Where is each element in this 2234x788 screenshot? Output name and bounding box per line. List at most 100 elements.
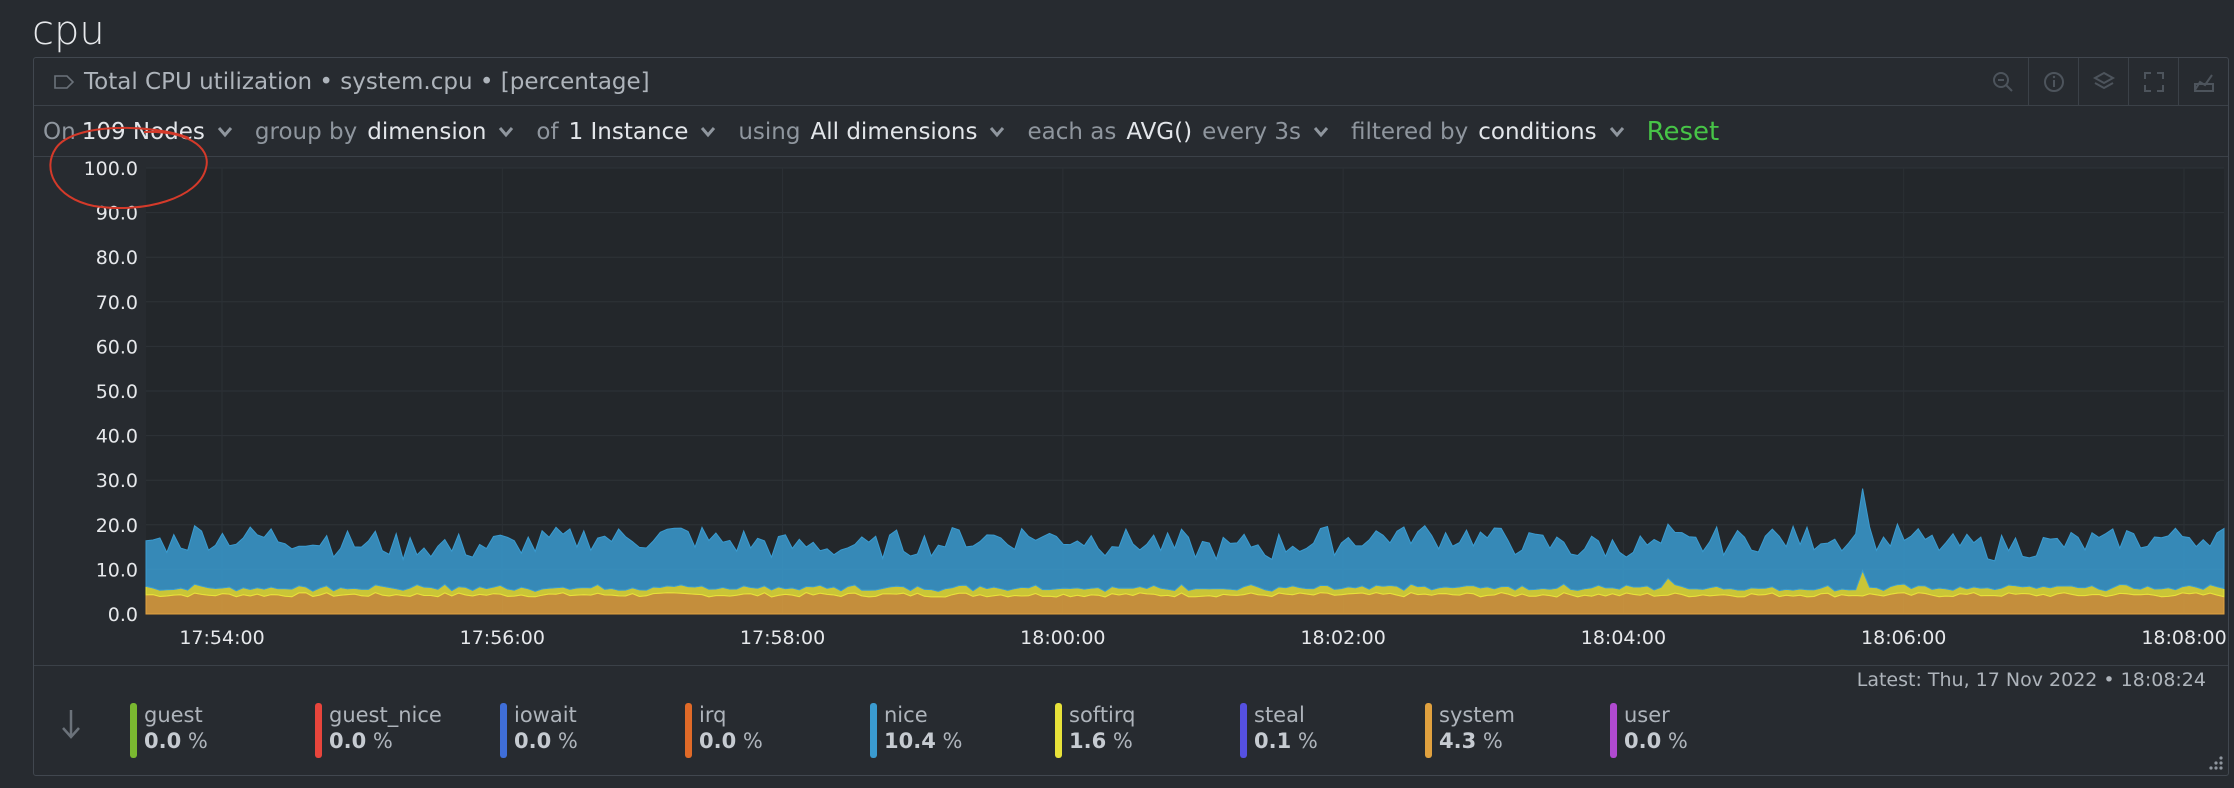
legend-unit: % <box>935 729 963 753</box>
area-series <box>145 488 2225 615</box>
chevron-down-icon <box>990 126 1005 137</box>
legend-item-guest[interactable]: guest 0.0 % <box>130 703 208 758</box>
each-as-label: each as <box>1027 118 1117 145</box>
section-title: cpu <box>32 8 105 54</box>
latest-timestamp: Latest: Thu, 17 Nov 2022 • 18:08:24 <box>1857 669 2206 691</box>
legend-name: guest_nice <box>329 703 442 727</box>
legend-name: system <box>1439 703 1515 727</box>
aggregation-selector[interactable]: each as AVG() every 3s <box>1027 119 1329 145</box>
legend-value: 0.0 <box>514 729 552 753</box>
filter-value: conditions <box>1478 118 1597 145</box>
resize-handle-icon[interactable] <box>2206 753 2224 771</box>
chevron-down-icon <box>1313 126 1329 137</box>
x-tick-label: 17:58:00 <box>740 627 825 649</box>
arrow-down-icon[interactable] <box>56 704 86 744</box>
legend-value-row: 0.1 % <box>1254 727 1318 755</box>
chart-label-icon <box>54 74 75 89</box>
legend-unit: % <box>1291 729 1318 753</box>
area-series-nice <box>145 488 2225 592</box>
chart-type-button[interactable] <box>2178 58 2228 106</box>
chart-tools <box>1978 58 2228 106</box>
legend-name: guest <box>144 703 203 727</box>
reset-button[interactable]: Reset <box>1646 116 1720 147</box>
legend-unit: % <box>551 729 578 753</box>
x-tick-label: 18:00:00 <box>1020 627 1105 649</box>
x-tick-label: 17:56:00 <box>460 627 545 649</box>
chevron-down-icon <box>217 126 233 137</box>
dimensions-selector[interactable]: using All dimensions <box>738 119 1005 145</box>
group-by-selector[interactable]: group by dimension <box>255 119 514 145</box>
x-tick-label: 18:04:00 <box>1581 627 1666 649</box>
y-tick-label: 60.0 <box>96 336 138 358</box>
y-tick-label: 10.0 <box>96 559 138 581</box>
info-icon <box>2043 72 2064 92</box>
legend-unit: % <box>1661 729 1688 753</box>
x-tick-label: 17:54:00 <box>179 627 264 649</box>
y-tick-label: 70.0 <box>96 292 138 314</box>
dimensions-value: All dimensions <box>810 118 978 145</box>
filter-selector[interactable]: filtered by conditions <box>1351 119 1625 145</box>
instance-value: 1 Instance <box>568 118 689 145</box>
aggregation-value: AVG() <box>1126 118 1193 145</box>
legend-item-irq[interactable]: irq 0.0 % <box>685 703 763 758</box>
chevron-down-icon <box>499 126 514 137</box>
legend-color-bar <box>1055 703 1062 758</box>
legend-color-bar <box>315 703 322 758</box>
chart-header: Total CPU utilization • system.cpu • [pe… <box>34 58 2228 106</box>
legend-unit: % <box>1106 729 1133 753</box>
zoom-button[interactable] <box>1978 58 2028 106</box>
instance-selector[interactable]: of 1 Instance <box>536 119 716 145</box>
nodes-selector[interactable]: On 109 Nodes <box>43 119 233 145</box>
cpu-area-chart[interactable]: 100.0 90.0 80.0 70.0 60.0 50.0 40.0 30.0 20.0 10.… <box>34 158 2230 663</box>
legend-value: 0.0 <box>329 729 367 753</box>
legend-item-iowait[interactable]: iowait 0.0 % <box>500 703 578 758</box>
chart-legend: guest 0.0 % guest_nice 0.0 % iowait 0.0 % irq 0… <box>34 698 2228 758</box>
chevron-down-icon <box>701 126 716 137</box>
legend-item-user[interactable]: user 0.0 % <box>1610 703 1688 758</box>
fullscreen-icon <box>2143 72 2164 92</box>
y-tick-label: 50.0 <box>96 381 138 403</box>
legend-value-row: 0.0 % <box>329 727 442 755</box>
legend-value: 10.4 <box>884 729 936 753</box>
y-tick-label: 30.0 <box>96 470 138 492</box>
legend-value-row: 0.0 % <box>514 727 578 755</box>
footer-divider <box>34 665 2228 666</box>
y-axis-ticks: 100.0 90.0 80.0 70.0 60.0 50.0 40.0 30.0 20.0 10.… <box>84 158 138 626</box>
legend-item-system[interactable]: system 4.3 % <box>1425 703 1515 758</box>
y-tick-label: 100.0 <box>84 158 138 180</box>
chart-title: Total CPU utilization • system.cpu • [pe… <box>84 68 650 95</box>
y-tick-label: 20.0 <box>96 515 138 537</box>
legend-name: user <box>1624 703 1670 727</box>
legend-name: steal <box>1254 703 1305 727</box>
legend-value-row: 1.6 % <box>1069 727 1135 755</box>
legend-item-guest_nice[interactable]: guest_nice 0.0 % <box>315 703 442 758</box>
legend-color-bar <box>130 703 137 758</box>
legend-value-row: 0.0 % <box>1624 727 1688 755</box>
legend-value: 1.6 <box>1069 729 1107 753</box>
layers-button[interactable] <box>2078 58 2128 106</box>
legend-item-steal[interactable]: steal 0.1 % <box>1240 703 1318 758</box>
using-label: using <box>738 118 801 145</box>
legend-name: nice <box>884 703 928 727</box>
legend-item-nice[interactable]: nice 10.4 % <box>870 703 963 758</box>
legend-value: 0.0 <box>699 729 737 753</box>
chart-plot-area[interactable]: 100.0 90.0 80.0 70.0 60.0 50.0 40.0 30.0 20.0 10.… <box>34 158 2228 723</box>
legend-value: 0.0 <box>1624 729 1662 753</box>
legend-value: 4.3 <box>1439 729 1477 753</box>
chart-toolbar: On 109 Nodes group by dimension of 1 Ins… <box>34 107 2228 157</box>
legend-unit: % <box>736 729 763 753</box>
legend-color-bar <box>500 703 507 758</box>
fullscreen-button[interactable] <box>2128 58 2178 106</box>
legend-unit: % <box>181 729 208 753</box>
legend-item-softirq[interactable]: softirq 1.6 % <box>1055 703 1135 758</box>
layers-icon <box>2092 71 2115 90</box>
legend-color-bar <box>1240 703 1247 758</box>
info-button[interactable] <box>2028 58 2078 106</box>
filtered-by-label: filtered by <box>1351 118 1469 145</box>
x-tick-label: 18:06:00 <box>1861 627 1946 649</box>
x-tick-label: 18:02:00 <box>1300 627 1385 649</box>
y-tick-label: 0.0 <box>108 604 138 626</box>
legend-color-bar <box>1610 703 1617 758</box>
group-by-value: dimension <box>367 118 487 145</box>
legend-value-row: 0.0 % <box>699 727 763 755</box>
